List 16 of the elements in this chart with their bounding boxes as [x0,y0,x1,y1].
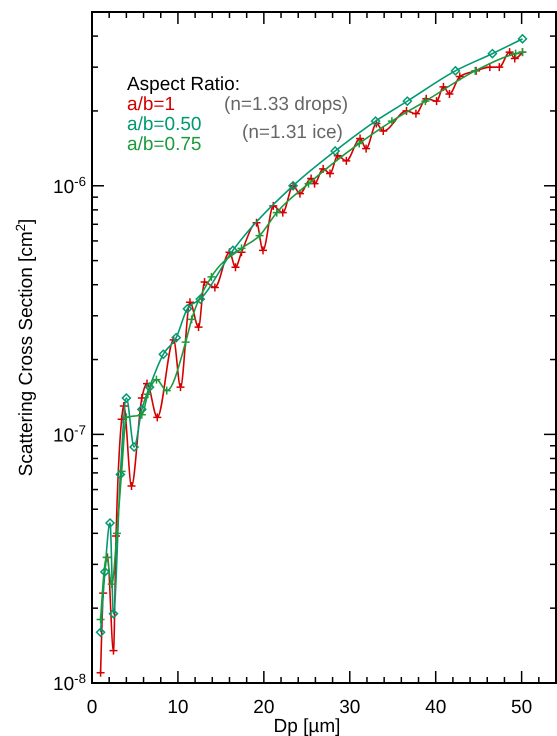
x-tick-label: 0 [86,697,98,718]
x-tick-label: 20 [253,697,274,718]
x-tick-label: 10 [167,697,188,718]
annotation: (n=1.31 ice) [242,122,343,143]
legend-title: Aspect Ratio: [127,74,240,95]
y-tick-label: 10$^{-7}$ [53,422,86,446]
text: a/b=0.50 [127,114,202,135]
y-tick-label: 10$^{-8}$ [53,670,86,695]
x-tick-label: 50 [511,697,532,718]
x-axis-title: Dp [µm] [274,716,340,736]
text: a/b=1 [127,94,176,115]
x-tick-label: 30 [339,697,360,718]
x-tick-label: 40 [425,697,446,718]
annotation: (n=1.33 drops) [224,94,348,115]
text: a/b=0.75 [127,134,202,155]
y-tick-label: 10$^{-6}$ [53,173,86,198]
